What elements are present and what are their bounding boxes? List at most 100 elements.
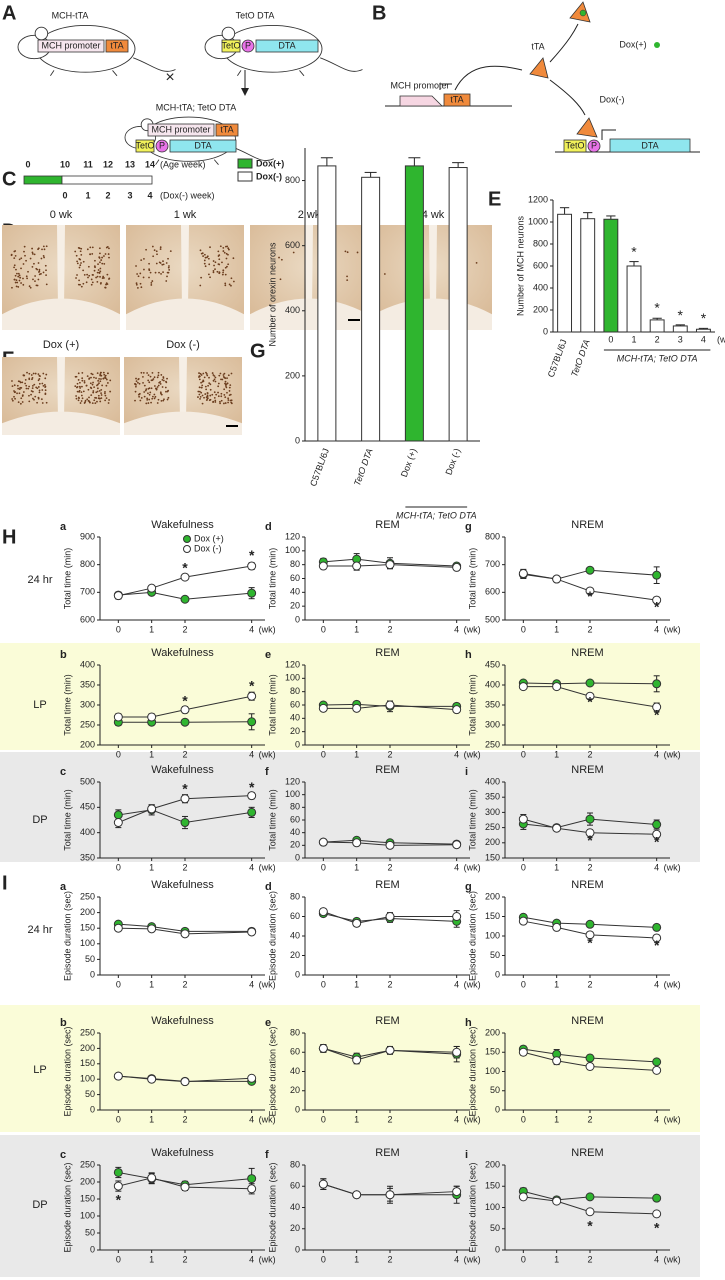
cell <box>100 378 102 380</box>
panel-label: H <box>2 526 16 548</box>
cell <box>103 373 106 376</box>
marker <box>552 1056 562 1066</box>
cell <box>34 280 36 283</box>
subpanel-label: d <box>265 521 272 533</box>
y-axis-label: Total time (min) <box>267 789 277 851</box>
y-tick-label: 20 <box>290 726 300 736</box>
marker <box>113 1181 123 1191</box>
marker <box>585 930 595 940</box>
cell <box>87 388 90 391</box>
cell <box>89 382 92 385</box>
cell <box>45 283 48 286</box>
cell <box>79 387 82 389</box>
cell <box>202 372 205 375</box>
cell <box>228 283 231 286</box>
marker <box>180 572 190 582</box>
x-tick-label: 0 <box>321 749 326 759</box>
x-tick-label: 4 <box>249 979 254 989</box>
y-axis-label: Total time (min) <box>62 789 72 851</box>
cell <box>99 373 102 376</box>
cell <box>228 390 231 392</box>
cell <box>199 284 202 287</box>
cell <box>37 379 40 382</box>
dox <box>579 9 587 17</box>
y-tick-label: 600 <box>485 587 500 597</box>
y-tick-label: 450 <box>485 659 500 669</box>
micrograph-label: 4 wk <box>422 209 445 221</box>
cell <box>143 384 146 387</box>
x-tick-label: 3 <box>678 334 683 344</box>
significance: * <box>182 780 188 796</box>
y-tick-label: 0 <box>295 969 300 979</box>
y-tick-label: 200 <box>485 1159 500 1169</box>
cell <box>167 271 170 274</box>
cell <box>139 272 142 275</box>
x-tick-label: 0 <box>521 749 526 759</box>
y-tick-label: 200 <box>533 304 548 314</box>
y-tick-label: 250 <box>80 719 95 729</box>
cell <box>45 401 48 404</box>
cell <box>206 392 209 395</box>
promoter <box>37 39 105 53</box>
cell <box>44 377 47 380</box>
cell <box>203 396 205 399</box>
cell <box>44 264 47 267</box>
cell <box>199 397 201 400</box>
cell <box>27 387 30 390</box>
marker <box>113 591 123 601</box>
cell <box>223 376 226 379</box>
y-axis-label: Episode duration (sec) <box>267 891 277 981</box>
cell <box>212 271 215 274</box>
cell <box>42 372 45 375</box>
mouse-ear <box>221 26 236 41</box>
cell <box>96 387 99 390</box>
cell <box>198 375 201 378</box>
cell <box>153 393 156 396</box>
significance: * <box>631 244 637 260</box>
y-tick-label: 80 <box>290 1159 300 1169</box>
cell <box>204 256 207 259</box>
y-tick-label: 150 <box>485 911 500 921</box>
x-tick-label: 1 <box>354 624 359 634</box>
bar <box>649 319 665 333</box>
cell <box>95 397 98 399</box>
y-tick-label: 20 <box>290 840 300 850</box>
cell <box>98 257 101 259</box>
subpanel-label: i <box>465 1149 468 1161</box>
cell <box>224 402 227 404</box>
tta-label: tTA <box>220 124 233 134</box>
marker <box>552 574 562 584</box>
arrow-head <box>241 88 249 96</box>
significance: * <box>587 1217 593 1233</box>
cell <box>229 393 232 396</box>
y-tick-label: 50 <box>490 950 500 960</box>
cell <box>20 267 22 270</box>
cell <box>33 253 36 256</box>
cell <box>96 390 99 393</box>
cell <box>199 372 202 375</box>
cell <box>154 387 157 390</box>
x-unit: (wk) <box>664 624 681 634</box>
cell <box>13 257 16 260</box>
cell <box>224 396 227 399</box>
cell <box>162 263 165 266</box>
cell <box>93 269 96 272</box>
cell <box>101 256 104 259</box>
cell <box>214 401 217 403</box>
cell <box>279 278 282 281</box>
cell <box>30 390 33 392</box>
cell <box>200 381 203 384</box>
dox-week: 1 <box>85 190 90 200</box>
cell <box>197 390 200 393</box>
label: TetO <box>565 140 584 150</box>
cell <box>87 265 90 268</box>
x-unit: (wk) <box>664 979 681 989</box>
cell <box>29 286 32 289</box>
cell <box>78 279 80 282</box>
cell <box>97 394 100 397</box>
cell <box>76 385 79 388</box>
cell <box>91 252 94 255</box>
x-tick-label: 1 <box>554 1114 559 1124</box>
cell <box>15 279 18 282</box>
cell <box>90 278 93 281</box>
